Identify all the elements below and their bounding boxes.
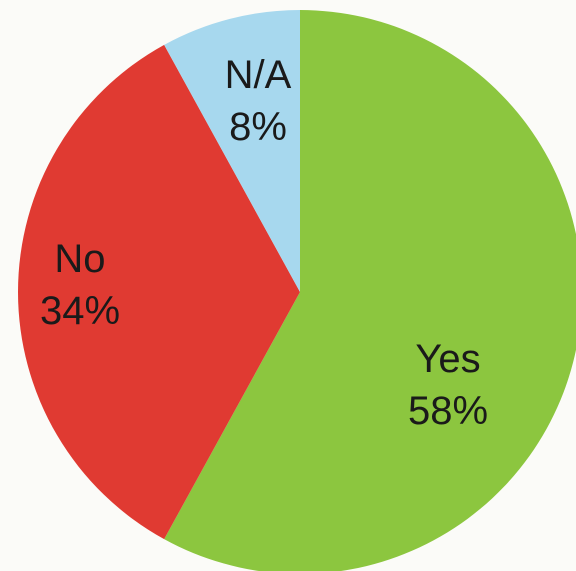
slice-value-yes: 58% [408, 389, 488, 433]
pie-labels: Yes 58% No 34% N/A 8% [40, 53, 488, 433]
slice-value-na: 8% [229, 105, 287, 149]
pie-slice-na [164, 9, 300, 292]
pie-slice-yes [164, 10, 576, 571]
slice-label-na: N/A [225, 53, 292, 97]
slice-label-no: No [54, 237, 105, 281]
pie-slices [18, 9, 576, 571]
slice-label-yes: Yes [415, 337, 480, 381]
pie-slice-no [18, 44, 301, 540]
slice-value-no: 34% [40, 289, 120, 333]
